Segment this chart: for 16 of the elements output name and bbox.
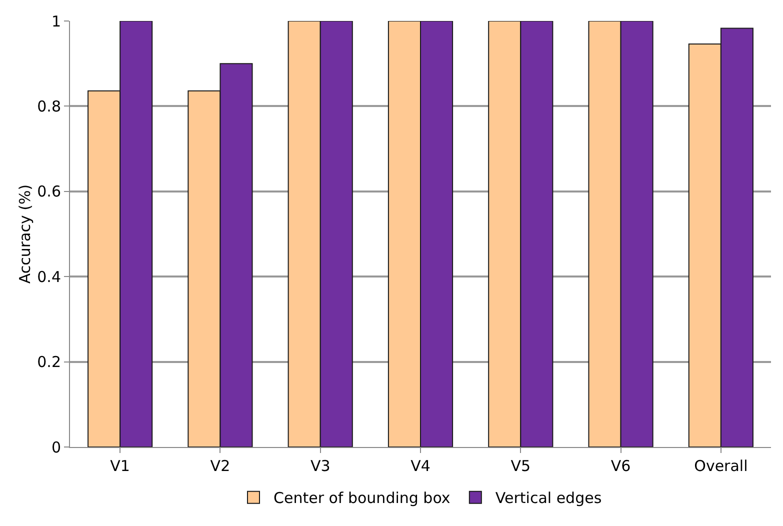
x-tick-label: V2 — [210, 457, 230, 475]
y-tick-label: 0.6 — [37, 182, 61, 201]
y-tick-label: 0.2 — [37, 353, 61, 372]
x-tick-label: V4 — [410, 457, 430, 475]
x-tick-label: V6 — [610, 457, 631, 475]
y-tick-label: 1 — [51, 12, 61, 30]
x-tick-label: Overall — [694, 457, 748, 475]
y-tick-label: 0.8 — [37, 97, 61, 116]
y-axis-title: Accuracy (%) — [16, 184, 34, 284]
y-tick-label: 0.4 — [37, 268, 61, 286]
y-tick-label: 0 — [51, 438, 61, 456]
x-tick-label: V3 — [310, 457, 330, 475]
x-tick-label: V5 — [510, 457, 531, 475]
legend-label: Vertical edges — [495, 489, 602, 508]
x-tick-label: V1 — [110, 457, 130, 475]
legend-label: Center of bounding box — [274, 489, 450, 508]
